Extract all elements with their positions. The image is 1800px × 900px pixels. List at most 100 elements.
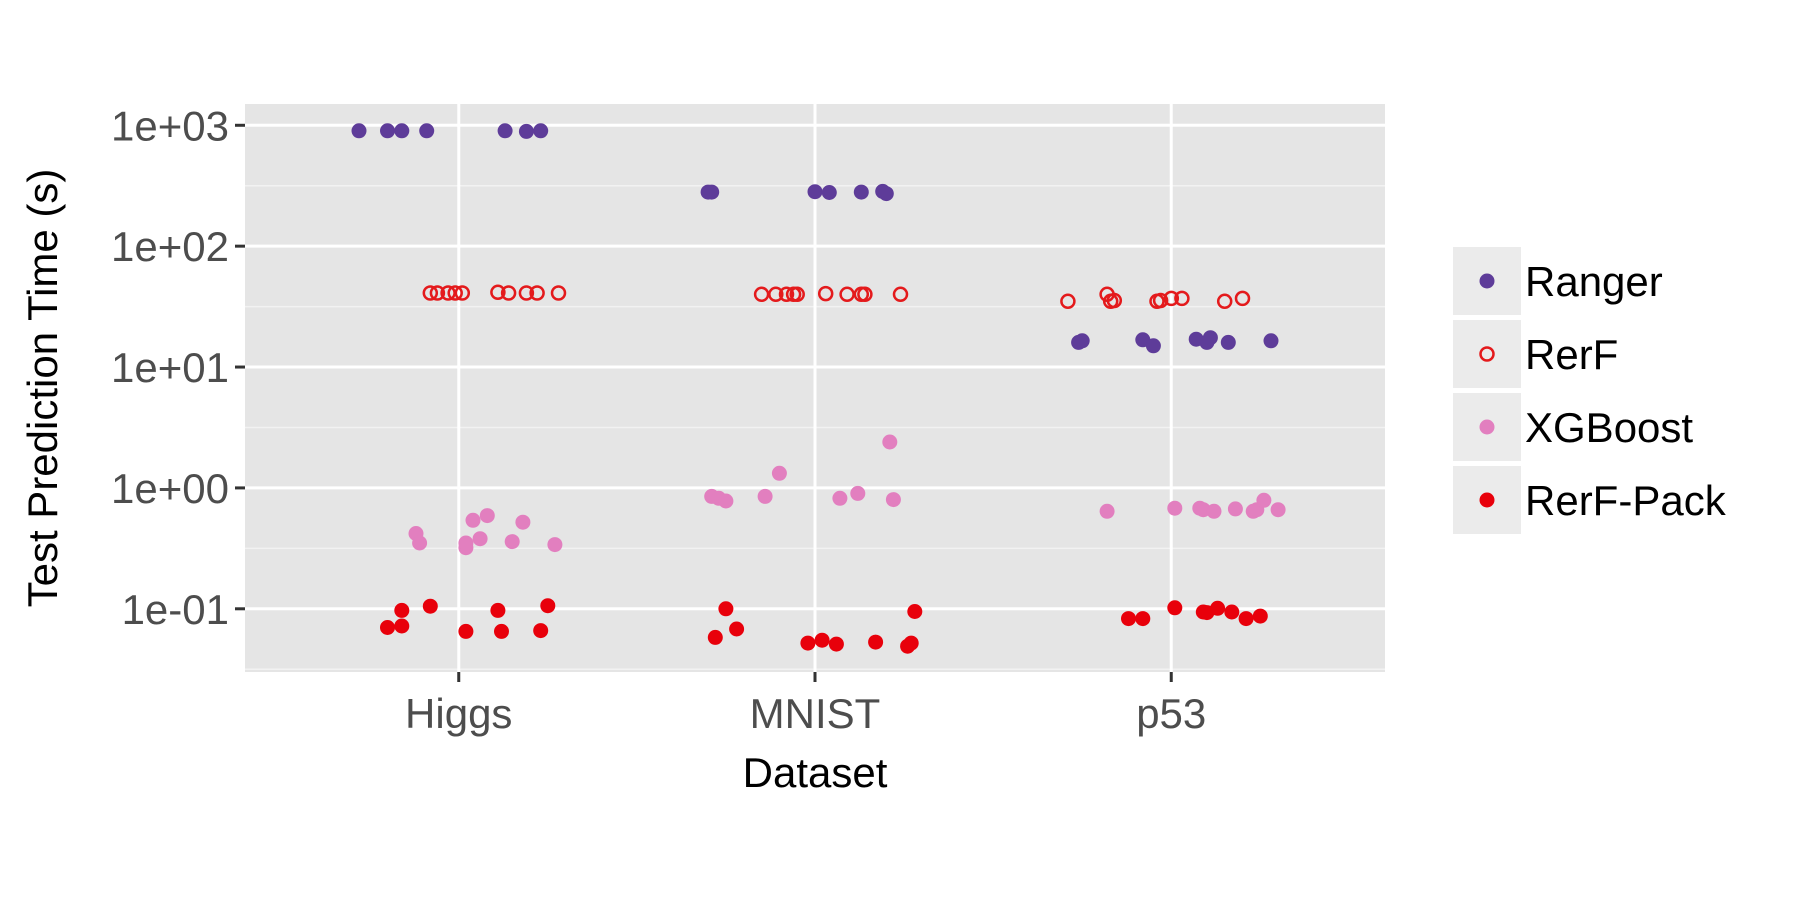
data-point: [1145, 338, 1161, 354]
data-point: [828, 636, 844, 652]
data-point: [857, 286, 873, 303]
legend-item: Ranger: [1453, 247, 1663, 315]
legend-label: XGBoost: [1525, 404, 1693, 451]
data-point: [529, 285, 545, 301]
data-point: [1152, 292, 1169, 309]
data-point: [1135, 611, 1151, 627]
y-tick-label: 1e-01: [122, 586, 229, 633]
y-tick-label: 1e+02: [111, 223, 229, 270]
legend: Ranger RerF XGBoost RerF-Pack: [1453, 247, 1727, 534]
x-axis-title: Dataset: [743, 749, 888, 796]
data-point: [380, 123, 395, 139]
data-point: [850, 485, 866, 501]
data-point: [1060, 293, 1076, 310]
data-point: [1220, 334, 1236, 350]
data-point: [868, 634, 884, 650]
data-point: [380, 620, 395, 635]
data-point: [1206, 503, 1222, 519]
data-point: [1167, 500, 1183, 516]
data-point: [533, 123, 549, 139]
data-point: [832, 490, 848, 506]
data-point: [789, 286, 805, 303]
legend-key: [1453, 320, 1521, 388]
legend-item: XGBoost: [1453, 393, 1693, 461]
data-point: [707, 629, 723, 645]
data-point: [768, 286, 784, 303]
data-point: [1121, 611, 1136, 627]
data-point: [547, 537, 563, 553]
data-point: [821, 185, 837, 200]
data-point: [878, 186, 894, 202]
data-point: [718, 493, 734, 509]
data-point: [729, 621, 745, 637]
data-point: [817, 285, 834, 302]
data-points: [351, 123, 1286, 654]
legend-label: RerF: [1525, 331, 1618, 378]
data-point: [1167, 600, 1183, 616]
data-point: [394, 602, 410, 618]
data-point: [1256, 492, 1272, 508]
legend-marker: [1479, 273, 1495, 289]
data-point: [1106, 292, 1123, 309]
data-point: [550, 285, 567, 301]
data-point: [518, 285, 535, 301]
data-point: [518, 123, 534, 139]
data-point: [892, 286, 909, 303]
data-point: [800, 635, 816, 651]
data-point: [454, 285, 471, 301]
data-point: [422, 285, 439, 301]
data-point: [1163, 290, 1180, 307]
data-point: [419, 123, 435, 139]
data-point: [394, 618, 410, 634]
data-point: [429, 285, 446, 301]
legend-label: RerF-Pack: [1525, 477, 1727, 524]
data-point: [885, 492, 901, 508]
x-tick-label: MNIST: [750, 690, 881, 737]
data-point: [515, 514, 531, 530]
data-point: [1224, 604, 1240, 620]
data-point: [1099, 503, 1115, 519]
data-point: [853, 184, 869, 200]
legend-item: RerF: [1453, 320, 1618, 388]
data-point: [351, 123, 367, 139]
data-point: [500, 285, 517, 301]
data-point: [778, 286, 795, 303]
data-point: [907, 604, 923, 619]
data-point: [1227, 501, 1243, 517]
x-axis: Higgs MNIST p53: [405, 672, 1206, 737]
data-point: [472, 531, 488, 547]
data-point: [718, 601, 734, 617]
data-point: [1210, 600, 1226, 616]
data-point: [490, 284, 506, 301]
data-point: [1252, 608, 1268, 624]
data-point: [490, 602, 506, 618]
legend-marker: [1479, 419, 1495, 435]
legend-marker: [1479, 346, 1495, 362]
data-point: [1202, 330, 1218, 346]
data-point: [903, 635, 919, 651]
data-point: [757, 488, 773, 504]
data-point: [807, 184, 823, 200]
data-point: [882, 434, 898, 450]
data-point: [479, 508, 495, 524]
data-point: [465, 512, 481, 528]
data-point: [394, 123, 410, 139]
data-point: [447, 285, 463, 301]
data-point: [540, 598, 556, 614]
y-axis: 1e-01 1e+00 1e+01 1e+02 1e+03: [111, 102, 245, 633]
data-point: [1238, 611, 1254, 627]
data-point: [458, 623, 474, 639]
data-point: [494, 623, 509, 639]
data-point: [504, 534, 520, 550]
data-point: [1174, 290, 1190, 307]
data-point: [1216, 293, 1233, 310]
data-point: [1234, 290, 1251, 307]
x-tick-label: p53: [1136, 690, 1206, 737]
data-point: [533, 623, 549, 639]
data-point: [422, 598, 438, 614]
legend-marker: [1479, 492, 1495, 508]
y-axis-title: Test Prediction Time (s): [19, 169, 66, 608]
legend-item: RerF-Pack: [1453, 466, 1727, 534]
data-point: [704, 184, 720, 200]
